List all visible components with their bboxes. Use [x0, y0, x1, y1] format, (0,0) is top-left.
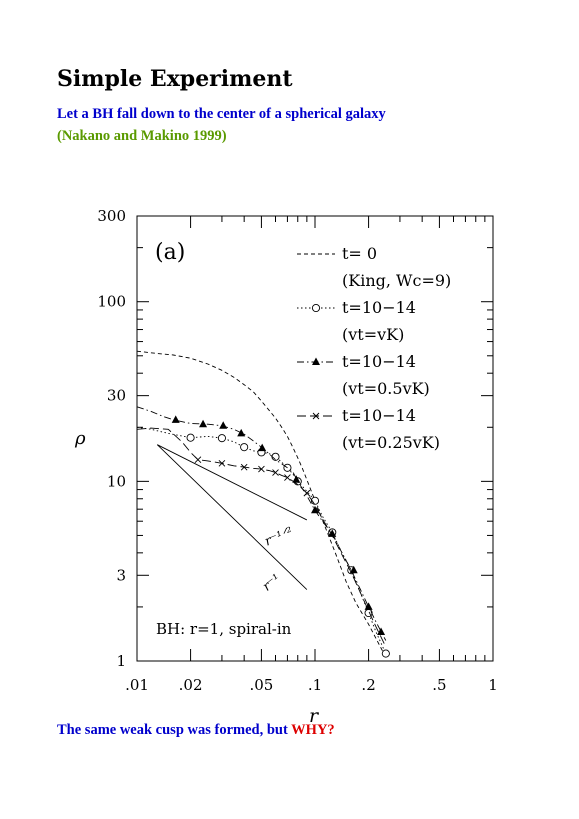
cross-marker — [303, 489, 311, 497]
legend-series-note: (vt=vK) — [342, 325, 404, 344]
y-tick-label: 30 — [107, 387, 126, 405]
triangle-marker — [237, 428, 246, 437]
cross-marker — [194, 456, 202, 464]
legend-series-name: t=10−14 — [342, 298, 416, 317]
legend: t= 0 (King, Wc=9) t=10−14 (vt=vK) t=10−14 (vt… — [297, 244, 451, 452]
triangle-marker — [312, 357, 320, 365]
cross-marker — [218, 460, 226, 467]
circle-marker — [240, 443, 249, 452]
legend-series-note: (vt=0.5vK) — [342, 379, 430, 398]
footer-question: The same weak cusp was formed, but WHY? — [57, 722, 335, 739]
triangle-marker — [199, 419, 208, 428]
x-tick-label: .05 — [249, 676, 273, 694]
x-tick-labels: .01 .02 .05 .1 .2 .5 1 — [125, 676, 498, 694]
footer-text: The same weak cusp was formed, but — [57, 722, 288, 738]
bh-annotation: BH: r=1, spiral-in — [156, 620, 292, 638]
series-4 — [136, 427, 387, 647]
x-tick-label: 1 — [488, 676, 498, 694]
cross-marker — [312, 412, 320, 420]
y-axis-label: ρ — [74, 428, 86, 449]
x-axis-label: r — [309, 705, 320, 727]
triangle-marker — [171, 415, 180, 423]
data-series — [136, 350, 390, 658]
panel-label: (a) — [155, 240, 185, 265]
legend-series-note: (vt=0.25vK) — [342, 433, 440, 452]
legend-series-name: t=10−14 — [342, 352, 416, 371]
legend-entry: t=10−14 (vt=vK) — [297, 298, 416, 344]
reference-line — [156, 444, 308, 590]
y-tick-label: 1 — [116, 652, 126, 670]
x-tick-label: .02 — [179, 676, 203, 694]
triangle-marker — [292, 475, 301, 483]
page-title: Simple Experiment — [57, 66, 293, 92]
x-tick-label: .2 — [361, 676, 375, 694]
reference-line — [157, 444, 308, 521]
series-line — [136, 350, 387, 658]
circle-marker — [186, 433, 195, 442]
triangle-marker — [349, 565, 358, 574]
page-subtitle: Let a BH fall down to the center of a sp… — [57, 106, 386, 122]
x-tick-label: .01 — [125, 676, 149, 694]
reference-line-label: r⁻¹ᐟ² — [263, 525, 296, 550]
cross-marker — [284, 474, 291, 481]
y-tick-label: 10 — [107, 472, 126, 490]
series-3 — [136, 406, 387, 641]
series-line — [136, 427, 387, 647]
series-1 — [136, 350, 387, 658]
cross-marker — [272, 469, 279, 476]
x-tick-label: .1 — [308, 676, 322, 694]
triangle-marker — [377, 627, 386, 636]
triangle-marker — [364, 602, 373, 610]
triangle-marker — [258, 443, 267, 452]
circle-marker — [381, 649, 390, 658]
legend-series-name: t=10−14 — [342, 406, 416, 425]
legend-entry: t=10−14 (vt=0.5vK) — [297, 352, 430, 398]
axis-ticks — [136, 215, 493, 662]
legend-entry: t= 0 (King, Wc=9) — [297, 244, 451, 290]
legend-series-note: (King, Wc=9) — [342, 271, 451, 290]
y-tick-label: 300 — [97, 207, 126, 225]
triangle-marker — [311, 505, 319, 514]
reference-line-label: r⁻¹ — [260, 572, 284, 595]
triangle-marker — [219, 421, 228, 429]
series-line — [136, 406, 387, 641]
cross-marker — [240, 463, 248, 471]
legend-series-name: t= 0 — [342, 244, 377, 263]
page-citation: (Nakano and Makino 1999) — [57, 128, 227, 144]
footer-emphasis: WHY? — [291, 722, 335, 738]
x-tick-label: .5 — [432, 676, 446, 694]
y-tick-labels: 1 3 10 30 100 300 — [97, 207, 126, 670]
y-tick-label: 3 — [116, 566, 126, 584]
circle-marker — [217, 434, 226, 443]
y-tick-label: 100 — [97, 293, 126, 311]
triangle-marker — [328, 529, 337, 537]
legend-entry: t=10−14 (vt=0.25vK) — [297, 406, 440, 452]
circle-marker — [311, 303, 321, 313]
cross-marker — [258, 465, 265, 473]
